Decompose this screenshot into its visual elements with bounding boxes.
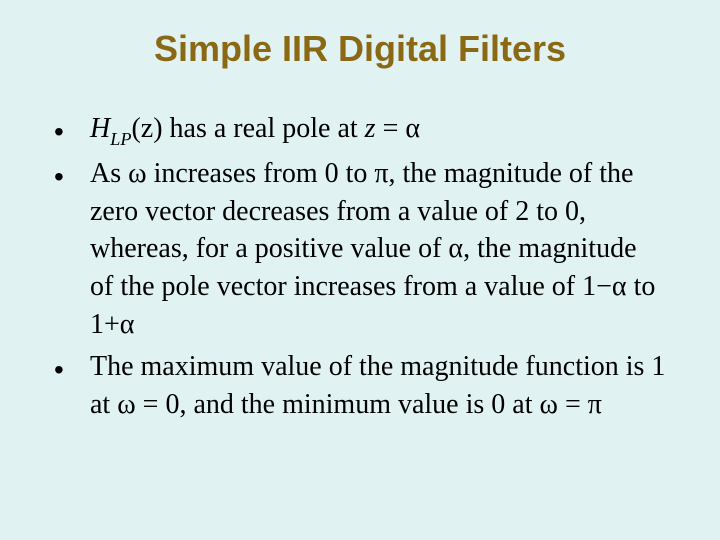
bullet-text-3: The maximum value of the magnitude funct… bbox=[90, 348, 666, 424]
bullet-text-2: As ω increases from 0 to π, the magnitud… bbox=[90, 155, 666, 344]
bullet-2: • As ω increases from 0 to π, the magnit… bbox=[54, 155, 666, 344]
bullet-text-1: HLP(z) has a real pole at z = α bbox=[90, 110, 666, 150]
math-hlp: HLP(z) bbox=[90, 113, 163, 144]
math-one-minus-alpha: 1−α bbox=[582, 271, 626, 302]
math-one-plus-alpha: 1+α bbox=[90, 309, 134, 340]
bullet-marker: • bbox=[54, 348, 90, 389]
slide-title: Simple IIR Digital Filters bbox=[54, 28, 666, 70]
bullet-1: • HLP(z) has a real pole at z = α bbox=[54, 110, 666, 151]
bullet-3: • The maximum value of the magnitude fun… bbox=[54, 348, 666, 424]
slide-body: • HLP(z) has a real pole at z = α • As ω… bbox=[54, 110, 666, 423]
bullet-marker: • bbox=[54, 110, 90, 151]
bullet-marker: • bbox=[54, 155, 90, 196]
